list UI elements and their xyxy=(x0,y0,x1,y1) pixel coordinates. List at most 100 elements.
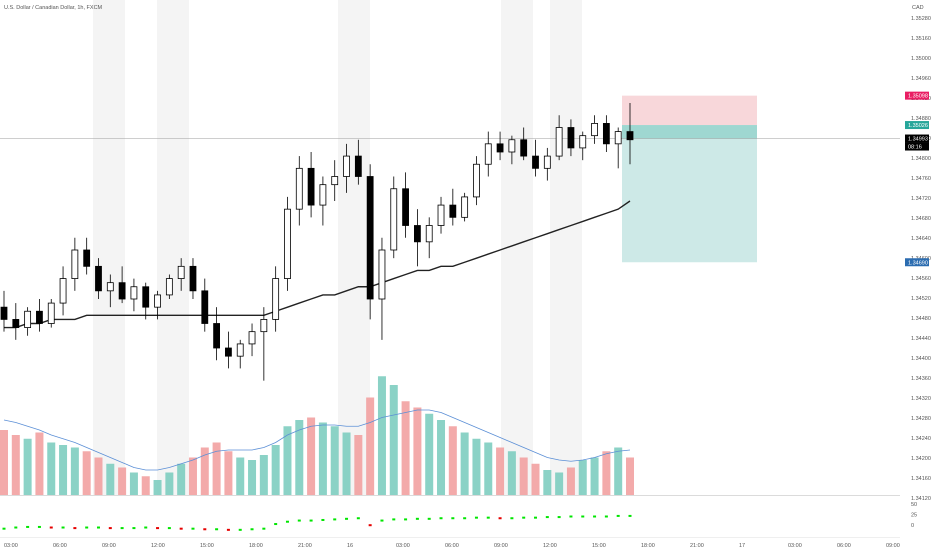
volume-bar xyxy=(283,426,292,495)
volume-bar xyxy=(425,413,434,495)
candle-body xyxy=(12,319,20,328)
indicator-point xyxy=(545,516,549,519)
indicator-point xyxy=(604,515,608,518)
target-price-label: 1.34690 xyxy=(908,260,928,266)
candle-body xyxy=(626,131,634,141)
candle-body xyxy=(473,163,480,198)
time-tick-label: 12:00 xyxy=(543,543,557,549)
volume-bar xyxy=(342,432,351,495)
target-price-label-bg xyxy=(905,258,929,267)
volume-bar xyxy=(531,463,540,495)
candle-body xyxy=(496,143,504,153)
chart-title: U.S. Dollar / Canadian Dollar, 1h, FXCM xyxy=(4,5,103,11)
indicator-point xyxy=(415,517,419,520)
indicator-point xyxy=(226,528,230,531)
time-tick-label: 03:00 xyxy=(4,543,18,549)
indicator-point xyxy=(427,517,431,520)
indicator-point xyxy=(61,526,65,529)
volume-bar xyxy=(460,432,469,495)
volume-bar xyxy=(566,467,575,495)
time-tick-label: 06:00 xyxy=(837,543,851,549)
volume-bar xyxy=(507,451,516,495)
candle-body xyxy=(508,139,516,153)
indicator-point xyxy=(108,527,112,530)
candle-body xyxy=(343,155,350,177)
stop-zone xyxy=(622,95,757,126)
indicator-point xyxy=(2,527,6,530)
volume-bar xyxy=(519,457,528,495)
candle-body xyxy=(484,143,492,165)
volume-bar xyxy=(307,417,316,495)
indicator-point xyxy=(14,526,18,529)
volume-bar xyxy=(330,426,339,495)
volume-bar xyxy=(354,435,363,495)
candle-body xyxy=(331,176,339,186)
price-tick-label: 1.34800 xyxy=(911,156,931,162)
price-tick-label: 1.35280 xyxy=(911,16,931,22)
candle-body xyxy=(555,127,563,157)
time-tick-label: 16 xyxy=(347,543,353,549)
session-bands xyxy=(93,0,582,495)
indicator-pane xyxy=(2,514,632,531)
indicator-point xyxy=(628,514,632,517)
volume-bar xyxy=(590,457,599,495)
entry-price-label: 1.35026 xyxy=(908,123,928,129)
indicator-point xyxy=(167,527,171,530)
volume-bar xyxy=(413,407,422,495)
volume-bar xyxy=(448,426,457,495)
volume-bar xyxy=(23,438,32,495)
indicator-point xyxy=(250,528,254,531)
price-tick-label: 1.34680 xyxy=(911,216,931,222)
candle-body xyxy=(236,343,244,357)
candle-body xyxy=(248,331,256,345)
time-tick-label: 17 xyxy=(739,543,745,549)
price-tick-label: 1.35160 xyxy=(911,36,931,42)
indicator-point xyxy=(120,527,124,530)
time-tick-label: 03:00 xyxy=(788,543,802,549)
indicator-tick-label: 25 xyxy=(911,513,917,519)
indicator-point xyxy=(49,526,53,529)
candle-body xyxy=(36,310,43,324)
price-tick-label: 1.34200 xyxy=(911,456,931,462)
indicator-point xyxy=(203,528,207,531)
volume-bar xyxy=(366,397,375,495)
time-tick-label: 12:00 xyxy=(151,543,165,549)
candle-body xyxy=(591,123,598,137)
target-zone xyxy=(622,125,757,263)
indicator-point xyxy=(534,516,538,519)
volume-bar xyxy=(212,442,221,495)
indicator-point xyxy=(85,526,89,529)
volume-bar xyxy=(626,457,634,495)
session-band xyxy=(338,0,370,495)
volume-bar xyxy=(47,442,56,495)
candle-body xyxy=(154,294,161,308)
indicator-point xyxy=(498,517,502,520)
stop-price-label: 1.35098 xyxy=(908,94,928,100)
volume-bar xyxy=(94,457,103,495)
volume-bar xyxy=(188,457,197,495)
time-tick-label: 18:00 xyxy=(641,543,655,549)
candle-body xyxy=(177,265,185,279)
indicator-point xyxy=(451,517,455,520)
price-tick-label: 1.34440 xyxy=(911,336,931,342)
indicator-point xyxy=(463,517,467,520)
candle-body xyxy=(201,290,209,324)
indicator-tick-label: 0 xyxy=(911,523,914,529)
ema xyxy=(4,200,631,329)
volume-bar xyxy=(259,455,268,495)
indicator-point xyxy=(581,515,585,518)
candle-body xyxy=(213,323,221,349)
indicator-point xyxy=(179,527,183,530)
entry-band xyxy=(622,125,757,139)
indicator-point xyxy=(73,527,77,530)
candle-body xyxy=(59,278,67,304)
time-tick-label: 06:00 xyxy=(53,543,67,549)
indicator-point xyxy=(569,515,573,518)
volume-bar xyxy=(543,470,552,495)
countdown-label: 08:16 xyxy=(908,145,922,151)
price-tick-label: 1.34240 xyxy=(911,436,931,442)
currency-label: CAD xyxy=(912,5,924,11)
indicator-point xyxy=(345,517,349,520)
candle-body xyxy=(0,306,8,320)
indicator-point xyxy=(96,526,100,529)
